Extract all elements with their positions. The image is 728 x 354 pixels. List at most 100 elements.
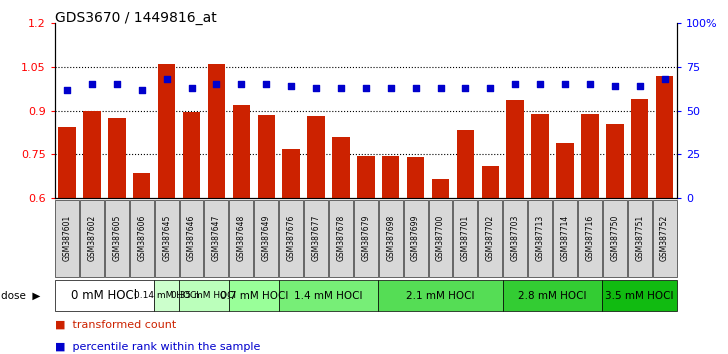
Bar [456, 130, 474, 198]
Point [210, 81, 222, 87]
Text: GSM387716: GSM387716 [585, 215, 594, 261]
FancyBboxPatch shape [603, 200, 627, 277]
FancyBboxPatch shape [229, 200, 253, 277]
Text: GSM387646: GSM387646 [187, 215, 196, 261]
Bar [357, 156, 374, 198]
Point [61, 87, 73, 92]
Text: GSM387645: GSM387645 [162, 215, 171, 261]
Bar [382, 156, 400, 198]
Text: 0 mM HOCl: 0 mM HOCl [71, 289, 138, 302]
Bar [656, 75, 673, 198]
FancyBboxPatch shape [403, 200, 427, 277]
FancyBboxPatch shape [578, 200, 602, 277]
Bar [631, 99, 649, 198]
Bar [581, 114, 598, 198]
Text: GSM387678: GSM387678 [336, 215, 345, 261]
Point [385, 85, 397, 91]
Text: GSM387752: GSM387752 [660, 215, 669, 261]
Text: dose  ▶: dose ▶ [1, 291, 40, 301]
Point [86, 81, 98, 87]
Text: GDS3670 / 1449816_at: GDS3670 / 1449816_at [55, 11, 216, 25]
Bar [258, 115, 275, 198]
Bar [282, 149, 300, 198]
Point [584, 81, 596, 87]
FancyBboxPatch shape [379, 280, 503, 311]
Text: 0.14 mM HOCl: 0.14 mM HOCl [134, 291, 199, 300]
Text: GSM387602: GSM387602 [87, 215, 96, 261]
Text: GSM387677: GSM387677 [312, 215, 320, 261]
FancyBboxPatch shape [254, 200, 278, 277]
FancyBboxPatch shape [429, 200, 453, 277]
Bar [332, 137, 349, 198]
FancyBboxPatch shape [628, 200, 652, 277]
FancyBboxPatch shape [329, 200, 353, 277]
Text: GSM387703: GSM387703 [511, 215, 520, 261]
Text: ■  percentile rank within the sample: ■ percentile rank within the sample [55, 342, 260, 352]
FancyBboxPatch shape [179, 280, 229, 311]
Bar [58, 127, 76, 198]
FancyBboxPatch shape [304, 200, 328, 277]
Text: 0.35 mM HOCl: 0.35 mM HOCl [172, 291, 237, 300]
Bar [307, 116, 325, 198]
Point [136, 87, 148, 92]
FancyBboxPatch shape [279, 200, 303, 277]
FancyBboxPatch shape [454, 200, 478, 277]
Text: 0.7 mM HOCl: 0.7 mM HOCl [220, 291, 288, 301]
Text: GSM387648: GSM387648 [237, 215, 246, 261]
FancyBboxPatch shape [154, 200, 178, 277]
Point [161, 76, 173, 82]
FancyBboxPatch shape [229, 280, 279, 311]
FancyBboxPatch shape [80, 200, 104, 277]
Bar [606, 124, 623, 198]
FancyBboxPatch shape [553, 200, 577, 277]
Bar [183, 112, 200, 198]
Text: 2.8 mM HOCl: 2.8 mM HOCl [518, 291, 587, 301]
Text: 1.4 mM HOCl: 1.4 mM HOCl [294, 291, 363, 301]
FancyBboxPatch shape [55, 280, 154, 311]
Text: GSM387676: GSM387676 [287, 215, 296, 261]
Text: GSM387701: GSM387701 [461, 215, 470, 261]
Point [534, 81, 546, 87]
Text: GSM387700: GSM387700 [436, 215, 445, 261]
FancyBboxPatch shape [503, 280, 602, 311]
FancyBboxPatch shape [105, 200, 129, 277]
Text: GSM387606: GSM387606 [138, 215, 146, 261]
Bar [108, 118, 125, 198]
Bar [207, 64, 225, 198]
Text: GSM387601: GSM387601 [63, 215, 71, 261]
FancyBboxPatch shape [528, 200, 552, 277]
Point [235, 81, 247, 87]
FancyBboxPatch shape [478, 200, 502, 277]
Text: GSM387702: GSM387702 [486, 215, 495, 261]
Point [261, 81, 272, 87]
Point [559, 81, 571, 87]
FancyBboxPatch shape [130, 200, 154, 277]
Text: 3.5 mM HOCl: 3.5 mM HOCl [606, 291, 674, 301]
Bar [158, 64, 175, 198]
Point [335, 85, 347, 91]
Bar [507, 101, 524, 198]
Text: GSM387605: GSM387605 [112, 215, 122, 261]
FancyBboxPatch shape [354, 200, 378, 277]
Bar [556, 143, 574, 198]
Point [360, 85, 371, 91]
FancyBboxPatch shape [379, 200, 403, 277]
Bar [133, 173, 151, 198]
Text: 2.1 mM HOCl: 2.1 mM HOCl [406, 291, 475, 301]
FancyBboxPatch shape [55, 200, 79, 277]
Bar [531, 114, 549, 198]
Text: GSM387698: GSM387698 [387, 215, 395, 261]
Text: GSM387699: GSM387699 [411, 215, 420, 261]
Text: GSM387679: GSM387679 [361, 215, 371, 261]
Point [485, 85, 496, 91]
Text: GSM387750: GSM387750 [610, 215, 620, 261]
Point [111, 81, 122, 87]
Point [609, 83, 620, 89]
Text: ■  transformed count: ■ transformed count [55, 319, 176, 329]
FancyBboxPatch shape [503, 200, 527, 277]
Bar [432, 179, 449, 198]
FancyBboxPatch shape [652, 200, 676, 277]
Point [459, 85, 471, 91]
FancyBboxPatch shape [180, 200, 204, 277]
Text: GSM387647: GSM387647 [212, 215, 221, 261]
